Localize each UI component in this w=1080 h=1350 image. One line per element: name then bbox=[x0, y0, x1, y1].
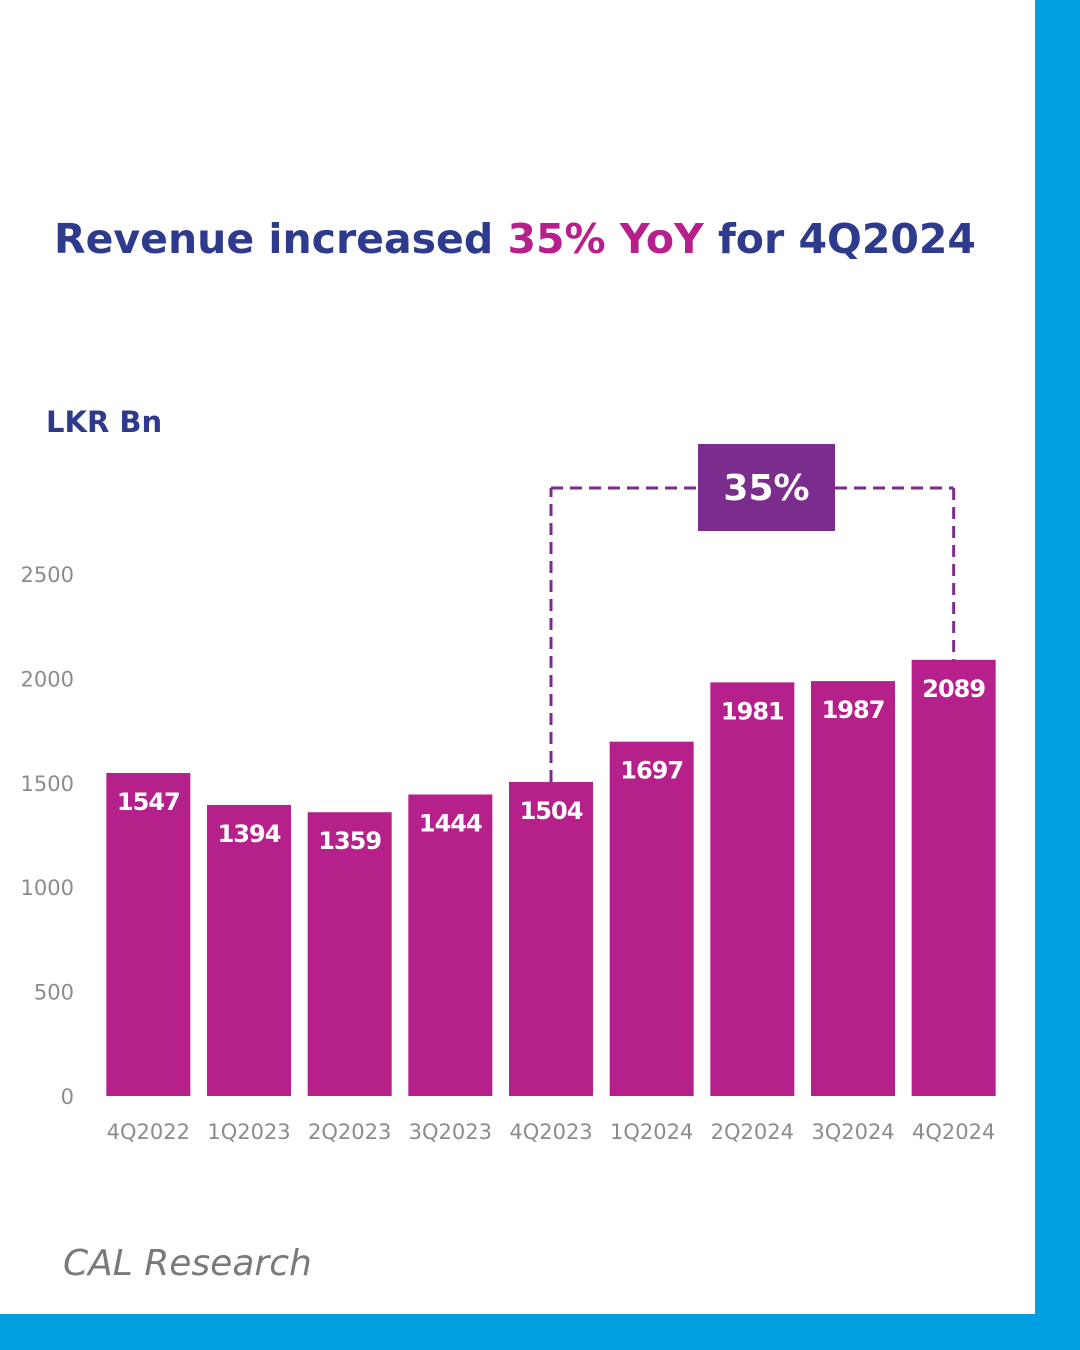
bar bbox=[811, 681, 895, 1096]
bar-value-label: 1697 bbox=[620, 757, 683, 785]
bar bbox=[911, 659, 996, 1096]
x-tick-label: 1Q2024 bbox=[610, 1120, 693, 1144]
bar-value-label: 1359 bbox=[318, 827, 381, 855]
bar bbox=[307, 812, 392, 1096]
headline-text-end: for 4Q2024 bbox=[703, 215, 976, 263]
footer-source: CAL Research bbox=[63, 1243, 312, 1284]
bar-value-label: 1981 bbox=[721, 697, 784, 725]
bar-value-label: 1547 bbox=[117, 788, 180, 816]
x-tick-label: 4Q2022 bbox=[107, 1120, 190, 1144]
unit-label: LKR Bn bbox=[46, 405, 163, 439]
headline: Revenue increased 35% YoY for 4Q2024 bbox=[0, 215, 1030, 263]
y-tick-label: 2500 bbox=[21, 563, 74, 587]
x-tick-label: 1Q2023 bbox=[207, 1120, 290, 1144]
x-tick-label: 4Q2024 bbox=[912, 1120, 995, 1144]
bar bbox=[509, 781, 593, 1096]
y-tick-label: 2000 bbox=[21, 667, 74, 691]
bar-value-label: 2089 bbox=[922, 675, 985, 703]
y-tick-label: 1000 bbox=[21, 876, 74, 900]
revenue-bar-chart: 0 500 1000 1500 2000 2500 1547 4Q2022 1394 1Q2023… bbox=[21, 444, 996, 1144]
headline-text: Revenue increased bbox=[54, 215, 508, 263]
y-tick-label: 500 bbox=[34, 981, 74, 1005]
bar-value-label: 1504 bbox=[520, 797, 583, 825]
x-tick-label: 4Q2023 bbox=[509, 1120, 592, 1144]
x-tick-label: 2Q2024 bbox=[711, 1120, 794, 1144]
bar bbox=[609, 741, 694, 1096]
right-frame-bar bbox=[1035, 0, 1080, 1350]
bar bbox=[710, 682, 795, 1096]
bar-value-label: 1444 bbox=[419, 809, 482, 837]
headline-highlight: 35% YoY bbox=[507, 215, 704, 263]
bar-value-label: 1394 bbox=[218, 820, 281, 848]
annotation-badge bbox=[698, 444, 835, 531]
x-tick-label: 2Q2023 bbox=[308, 1120, 391, 1144]
x-tick-label: 3Q2024 bbox=[811, 1120, 894, 1144]
bar bbox=[408, 794, 493, 1096]
y-tick-label: 1500 bbox=[21, 772, 74, 796]
bar-value-label: 1987 bbox=[822, 696, 885, 724]
bottom-frame-bar bbox=[0, 1314, 1080, 1350]
annotation-label: 35% bbox=[723, 468, 809, 509]
x-tick-label: 3Q2023 bbox=[409, 1120, 492, 1144]
bar bbox=[106, 772, 191, 1096]
y-tick-label: 0 bbox=[61, 1085, 74, 1109]
bar bbox=[207, 804, 291, 1096]
